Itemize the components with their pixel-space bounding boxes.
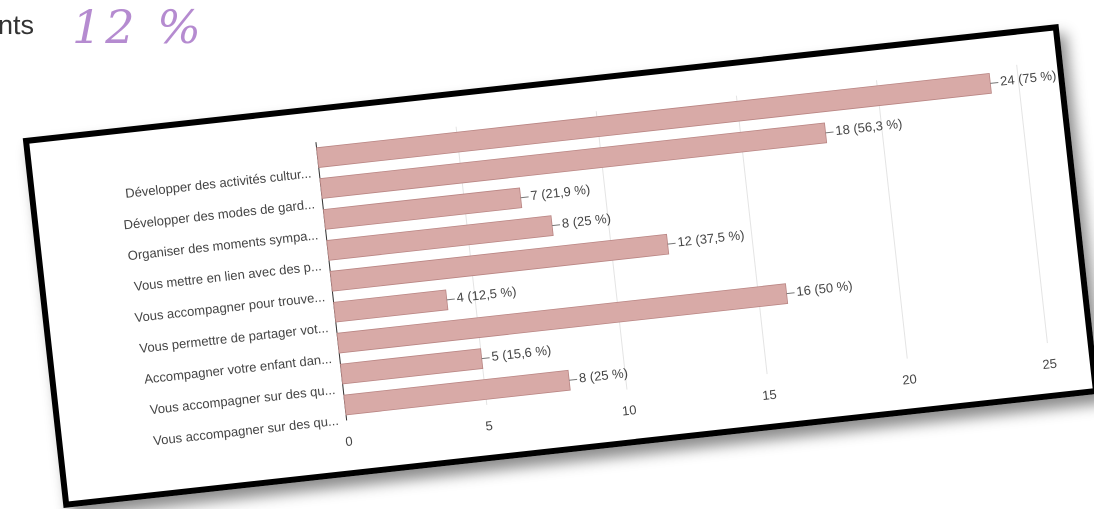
bar [329, 233, 670, 292]
value-label-leader [825, 131, 834, 134]
value-label-leader [786, 292, 795, 295]
value-label: 8 (25 %) [561, 211, 611, 231]
chart: 0 5 10 15 20 25 Développer des activités cultu… [123, 64, 1058, 449]
value-label-leader [481, 357, 490, 360]
y-tick-label: Développer des modes de gard... [123, 196, 316, 232]
value-label: 16 (50 %) [796, 278, 854, 299]
value-label: 4 (12,5 %) [456, 284, 517, 305]
y-tick-label: Vous mettre en lien avec des p... [133, 258, 322, 294]
y-tick-label: Vous accompagner sur des qu... [149, 382, 336, 417]
y-tick-label: Vous accompagner pour trouve... [134, 289, 326, 325]
value-label-leader [569, 378, 578, 381]
value-label: 5 (15,6 %) [491, 342, 552, 363]
y-tick-label: Accompagner votre enfant dan... [143, 351, 332, 387]
value-label-leader [990, 81, 999, 84]
value-label: 7 (21,9 %) [530, 182, 591, 203]
bar [343, 369, 571, 416]
value-label-leader [552, 224, 561, 227]
x-tick-label: 25 [1042, 356, 1058, 372]
value-label-leader [520, 196, 529, 199]
chart-frame: 0 5 10 15 20 25 Développer des activités cultu… [22, 23, 1094, 509]
header-text: nts [0, 10, 35, 40]
value-label: 12 (37,5 %) [677, 227, 745, 249]
x-tick-label: 0 [345, 433, 354, 449]
handwritten-note: 12 % [72, 0, 205, 54]
grid-line [1016, 64, 1048, 344]
value-label: 18 (56,3 %) [835, 116, 903, 138]
value-label-leader [667, 242, 676, 245]
y-tick-label: Vous permettre de partager vot... [139, 320, 330, 356]
y-tick-label: Développer des activités cultur... [124, 165, 312, 200]
x-tick-label: 20 [902, 371, 918, 387]
x-tick-label: 5 [485, 418, 494, 434]
value-label-leader [446, 298, 455, 301]
bar [339, 348, 484, 385]
value-label: 24 (75 %) [999, 68, 1057, 89]
x-tick-label: 10 [621, 402, 637, 418]
x-tick-label: 15 [761, 387, 777, 403]
value-label: 8 (25 %) [578, 365, 628, 385]
y-tick-label: Vous accompagner sur des qu... [152, 413, 339, 448]
bar [333, 289, 449, 323]
y-tick-label: Organiser des moments sympa... [127, 227, 319, 263]
grid-line [876, 80, 908, 359]
